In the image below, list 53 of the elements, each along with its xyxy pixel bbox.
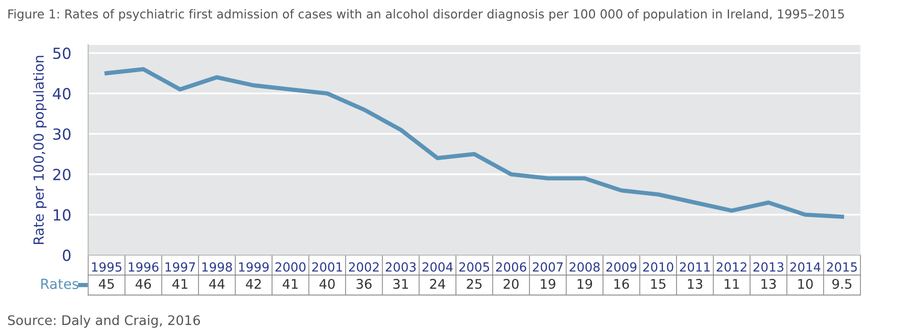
data-label: 10: [798, 278, 813, 289]
x-tick-label: 1997: [166, 262, 195, 272]
y-axis-title: Rate per 100,00 population: [33, 56, 47, 244]
data-label: 45: [98, 279, 114, 289]
data-label: 40: [319, 278, 335, 289]
x-tick-label: 1996: [128, 262, 158, 272]
x-tick-label: 2010: [643, 262, 674, 272]
x-tick-label: 2000: [275, 262, 306, 272]
y-tick-label: 50: [53, 48, 71, 60]
data-label: 13: [688, 278, 702, 289]
data-label: 25: [466, 278, 482, 289]
x-tick-label: 2007: [532, 262, 563, 272]
line-series: [104, 67, 844, 219]
x-tick-label: 2006: [496, 262, 526, 272]
x-tick-label: 1995: [92, 262, 122, 272]
x-tick-label: 2004: [422, 262, 453, 272]
x-tick-label: 2008: [570, 262, 600, 272]
y-tick-label: 20: [53, 168, 71, 180]
x-tick-label: 2009: [606, 262, 636, 272]
x-tick-label: 2003: [386, 262, 416, 272]
data-label: 36: [356, 278, 372, 289]
x-tick-label: 2014: [790, 262, 820, 272]
x-tick-label: 2013: [753, 262, 784, 272]
data-label: 44: [209, 279, 225, 289]
data-label: 41: [282, 279, 298, 289]
y-tick-label: 30: [53, 128, 71, 140]
data-label: 41: [172, 279, 188, 289]
data-label: 9.5: [832, 278, 852, 289]
x-tick-label: 2012: [716, 262, 746, 272]
data-label: 20: [504, 278, 519, 289]
source-note: Source: Daly and Craig, 2016: [8, 314, 200, 328]
y-tick-label: 0: [62, 250, 71, 262]
x-tick-label: 2005: [459, 262, 490, 272]
y-tick-label: 10: [54, 209, 71, 221]
data-label: 15: [651, 279, 666, 289]
x-tick-label: 2001: [312, 262, 342, 272]
data-label: 42: [246, 278, 261, 289]
legend-label: Rates: [41, 278, 78, 290]
x-tick-label: 2015: [827, 262, 857, 272]
x-tick-label: 1999: [239, 262, 269, 272]
data-label: 19: [540, 278, 556, 289]
x-tick-label: 1998: [202, 262, 232, 272]
data-label: 11: [724, 279, 739, 289]
data-label: 46: [136, 278, 151, 289]
data-label: 24: [430, 278, 446, 289]
x-tick-label: 2011: [680, 262, 710, 272]
x-tick-label: 2002: [348, 262, 379, 272]
chart-title: Figure 1: Rates of psychiatric first admission of cases with an alcohol disorder diagnosis per 100 000 of population in Ireland, 1995–2015: [8, 9, 844, 21]
data-label: 16: [614, 278, 629, 289]
data-label: 19: [578, 278, 592, 289]
data-label: 31: [393, 278, 408, 289]
data-label: 13: [762, 278, 776, 289]
y-tick-label: 40: [52, 88, 71, 100]
